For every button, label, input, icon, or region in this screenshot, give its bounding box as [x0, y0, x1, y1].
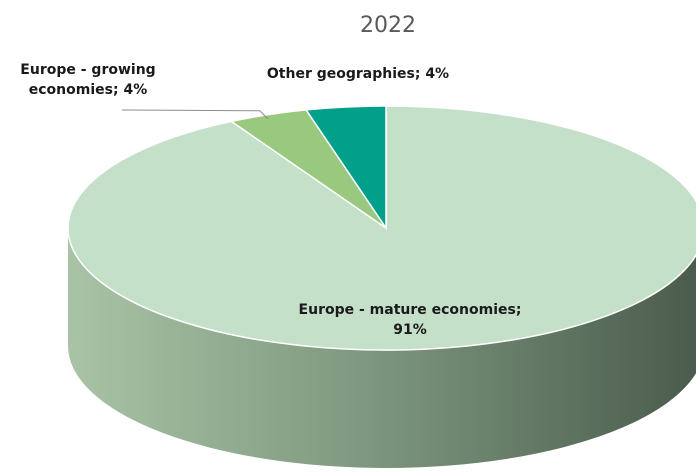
data-label-2: Europe - growing economies; 4% [20, 62, 155, 98]
pie-side-face [68, 228, 696, 468]
data-labels: Europe - mature economies; 91% Europe - gr… [20, 62, 521, 338]
leader-lines [121, 109, 269, 120]
data-label-1: Europe - mature economies; 91% [299, 302, 522, 338]
data-label-3: Other geographies; 4% [267, 66, 449, 82]
pie-slice-1 [67, 105, 696, 351]
pie-slices [67, 105, 696, 351]
pie-side-wall [68, 228, 696, 468]
leader-line-2 [121, 109, 269, 120]
chart-title: 2022 [360, 13, 416, 38]
pie-slice-3 [304, 105, 387, 231]
